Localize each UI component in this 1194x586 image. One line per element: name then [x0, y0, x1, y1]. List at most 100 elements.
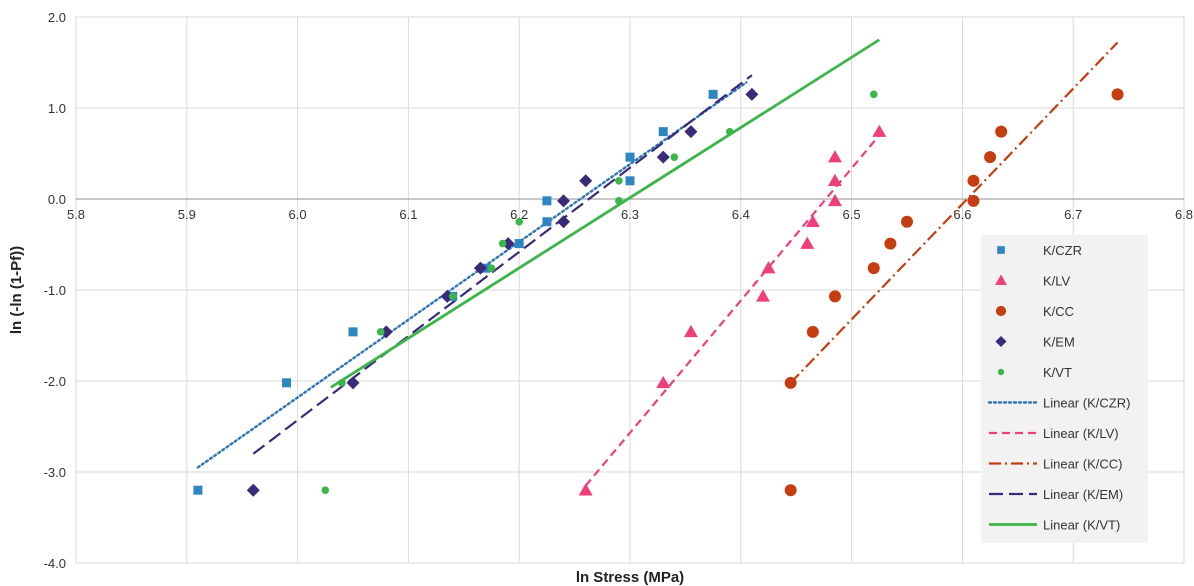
- data-point: [658, 127, 668, 137]
- trendline-line: [330, 38, 881, 389]
- x-tick-label: 6.7: [1064, 207, 1082, 222]
- x-axis-title: ln Stress (MPa): [576, 569, 684, 586]
- data-point: [625, 152, 635, 162]
- data-point: [656, 375, 671, 389]
- data-point: [498, 239, 507, 248]
- data-point: [755, 289, 770, 302]
- trendline-5: [330, 38, 881, 389]
- legend-label: K/VT: [1043, 365, 1072, 380]
- legend-box: [981, 235, 1148, 543]
- data-point: [670, 153, 679, 161]
- data-point: [1111, 88, 1124, 101]
- series-3: [784, 88, 1124, 497]
- data-point: [542, 217, 552, 227]
- data-point: [615, 177, 623, 185]
- x-tick-label: 6.1: [399, 207, 417, 222]
- data-point: [827, 193, 842, 207]
- data-point: [348, 327, 358, 337]
- legend-label: K/EM: [1043, 335, 1075, 350]
- series-4: [246, 87, 759, 497]
- data-point: [615, 197, 623, 205]
- legend-label: K/CC: [1043, 304, 1074, 319]
- y-tick-label: 2.0: [48, 10, 66, 25]
- x-tick-label: 5.8: [67, 207, 85, 222]
- data-point: [869, 90, 878, 99]
- data-point: [984, 151, 997, 164]
- data-point: [827, 150, 842, 163]
- legend-label: K/CZR: [1043, 243, 1082, 258]
- trendline-line: [196, 81, 748, 469]
- legend-label: Linear (K/LV): [1043, 426, 1119, 441]
- x-tick-label: 6.6: [953, 207, 971, 222]
- x-tick-label: 6.5: [843, 207, 861, 222]
- trendline-line: [584, 134, 881, 487]
- data-point: [440, 289, 454, 303]
- data-point: [487, 264, 496, 272]
- data-point: [800, 236, 815, 249]
- series-2: [578, 124, 887, 496]
- trendline-2: [584, 134, 881, 487]
- legend-label: Linear (K/EM): [1043, 487, 1123, 502]
- data-point: [725, 127, 734, 136]
- data-point: [872, 124, 887, 137]
- data-point: [376, 328, 385, 336]
- y-tick-label: 1.0: [48, 101, 66, 116]
- data-point: [193, 485, 203, 495]
- data-point: [683, 324, 698, 338]
- data-point: [501, 237, 515, 251]
- data-point: [557, 215, 571, 229]
- y-axis-title: ln (-ln (1-Pf)): [8, 246, 25, 334]
- y-tick-label: -3.0: [44, 465, 66, 480]
- trendline-1: [196, 81, 748, 469]
- data-point: [967, 174, 980, 187]
- data-point: [828, 290, 841, 303]
- data-point: [557, 194, 571, 208]
- legend-marker: [995, 274, 1007, 285]
- data-point: [901, 215, 913, 228]
- data-point: [784, 484, 797, 497]
- data-point: [625, 176, 635, 186]
- y-tick-label: -1.0: [44, 283, 66, 298]
- data-point: [578, 483, 593, 496]
- x-tick-label: 5.9: [178, 207, 196, 222]
- legend-label: Linear (K/CC): [1043, 457, 1122, 472]
- data-point: [761, 261, 776, 274]
- data-point: [656, 150, 670, 164]
- legend-marker: [995, 305, 1007, 317]
- data-point: [579, 174, 593, 188]
- data-point: [884, 237, 897, 250]
- data-point: [967, 194, 980, 207]
- legend-label: Linear (K/VT): [1043, 518, 1120, 533]
- y-tick-label: -2.0: [44, 374, 66, 389]
- legend-marker: [997, 246, 1005, 254]
- x-tick-label: 6.3: [621, 207, 639, 222]
- data-point: [515, 217, 523, 226]
- data-point: [784, 376, 797, 389]
- data-point: [338, 379, 346, 387]
- data-point: [827, 173, 842, 187]
- series-5: [321, 90, 878, 495]
- data-point: [246, 483, 260, 497]
- data-point: [542, 196, 552, 206]
- data-point: [805, 214, 820, 227]
- data-point: [379, 325, 393, 339]
- legend-label: K/LV: [1043, 274, 1071, 289]
- x-tick-label: 6.2: [510, 207, 528, 222]
- legend-marker: [997, 368, 1005, 376]
- data-point: [346, 376, 360, 390]
- data-point: [473, 261, 487, 275]
- data-point: [708, 89, 718, 99]
- y-tick-label: 0.0: [48, 192, 66, 207]
- data-point: [995, 125, 1008, 138]
- data-point: [321, 486, 330, 495]
- legend-label: Linear (K/CZR): [1043, 396, 1130, 411]
- data-point: [514, 239, 524, 249]
- data-point: [684, 125, 698, 139]
- legend: K/CZR K/LV K/CC K/EM K/VT Linear (K/CZR) Linea…: [981, 235, 1148, 543]
- x-tick-label: 6.4: [732, 207, 750, 222]
- data-point: [806, 325, 819, 338]
- y-tick-label: -4.0: [44, 556, 66, 571]
- trendline-4: [252, 74, 753, 455]
